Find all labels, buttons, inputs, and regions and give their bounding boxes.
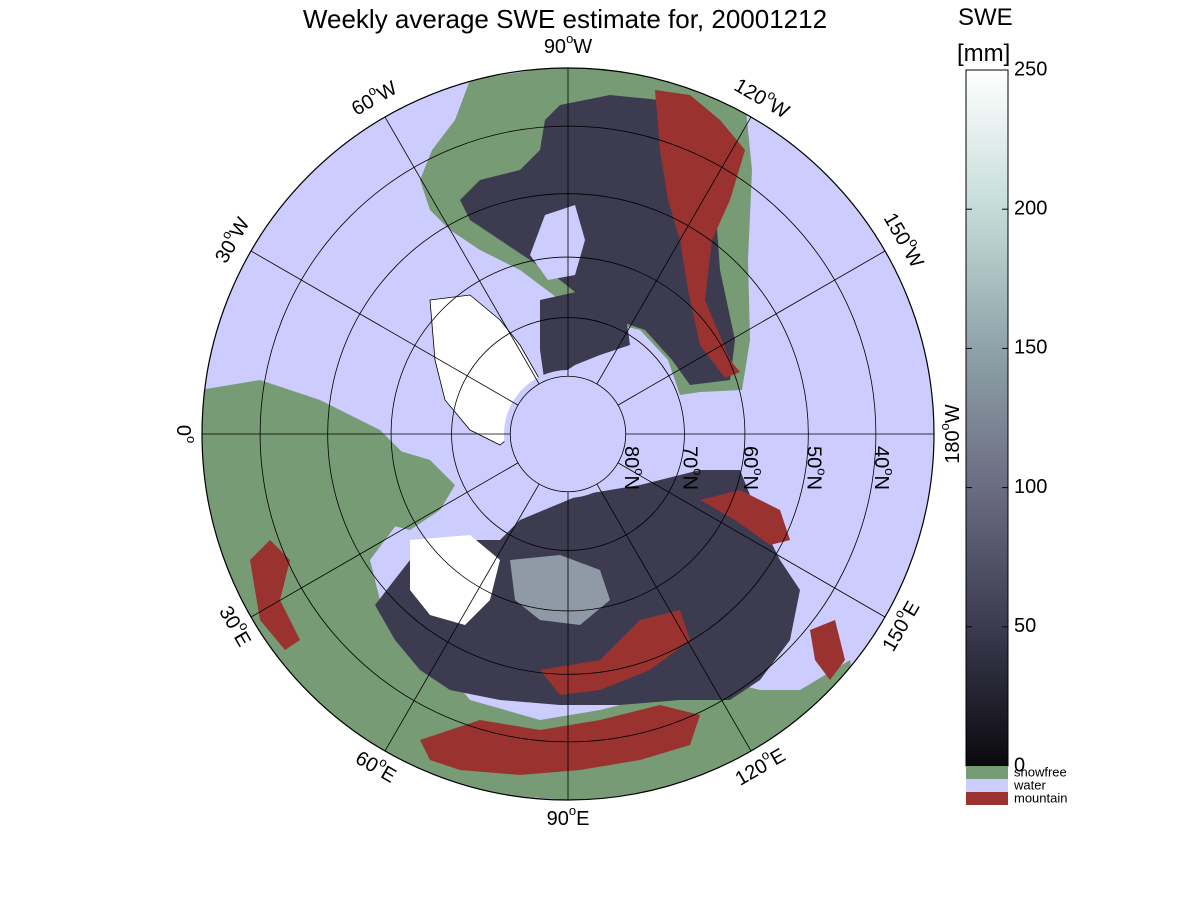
east-siberia-mountains: [700, 490, 790, 545]
colorbar-tick-label: 100: [1014, 476, 1047, 498]
category-label-snowfree: snowfree: [1014, 764, 1067, 779]
lon-label: 180oW: [937, 404, 964, 464]
alps-mountains: [250, 540, 300, 650]
map-title: Weekly average SWE estimate for, 2000121…: [302, 4, 828, 34]
meridian-30°W: [250, 250, 519, 406]
kamchatka-mountains: [810, 620, 845, 680]
rocky-mountains: [655, 90, 745, 378]
meridian-150°W: [617, 250, 886, 406]
meridian-60°W: [384, 116, 540, 385]
latitude-labels: 80oN 70oN 60oN 50oN 40oN: [620, 446, 897, 490]
colorbar-title: SWE: [958, 4, 1013, 31]
meridian-150°E: [617, 462, 886, 618]
lon-label: 0o: [172, 425, 199, 443]
category-swatch-water: [966, 779, 1008, 792]
lat-label: 80oN: [620, 446, 647, 490]
colorbar-tick-label: 0: [1014, 754, 1025, 776]
lat-label: 40oN: [870, 446, 897, 490]
lat-label: 50oN: [802, 446, 829, 490]
lat-label: 60oN: [739, 446, 766, 490]
category-swatch-snowfree: [966, 766, 1008, 779]
scandinavia-snowfree: [330, 445, 455, 530]
category-swatch-mountain: [966, 792, 1008, 805]
arctic-ocean: [504, 370, 632, 498]
lon-label: 90oE: [547, 803, 590, 830]
map-border: [201, 67, 935, 801]
lat-label: 70oN: [678, 446, 705, 490]
hudson-bay: [530, 205, 585, 280]
colorbar-tick-label: 50: [1014, 615, 1036, 637]
arctic-islands: [540, 290, 630, 385]
colorbar-ticks: 0 50 100 150 200 250: [966, 58, 1047, 776]
colorbar-tick-label: 150: [1014, 337, 1047, 359]
himalaya-mountains: [420, 705, 700, 775]
colorbar-tick-label: 250: [1014, 58, 1047, 80]
graticule: [202, 68, 934, 800]
meridian-120°E: [596, 483, 752, 752]
meridian-60°E: [384, 483, 540, 752]
category-label-water: water: [1013, 777, 1046, 792]
lon-label: 90oW: [544, 31, 592, 58]
colorbar-unit: [mm]: [957, 40, 1011, 67]
longitude-labels: 90oW120oW150oW180oW150oE120oE90oE60oE30o…: [172, 31, 965, 830]
colorbar-gradient: [965, 69, 1009, 767]
meridian-120°W: [596, 116, 752, 385]
colorbar-tick-label: 200: [1014, 197, 1047, 219]
land-layer: [202, 68, 860, 800]
category-label-mountain: mountain: [1014, 790, 1067, 805]
white-snow-region: [410, 535, 500, 625]
meridian-30°E: [250, 462, 519, 618]
